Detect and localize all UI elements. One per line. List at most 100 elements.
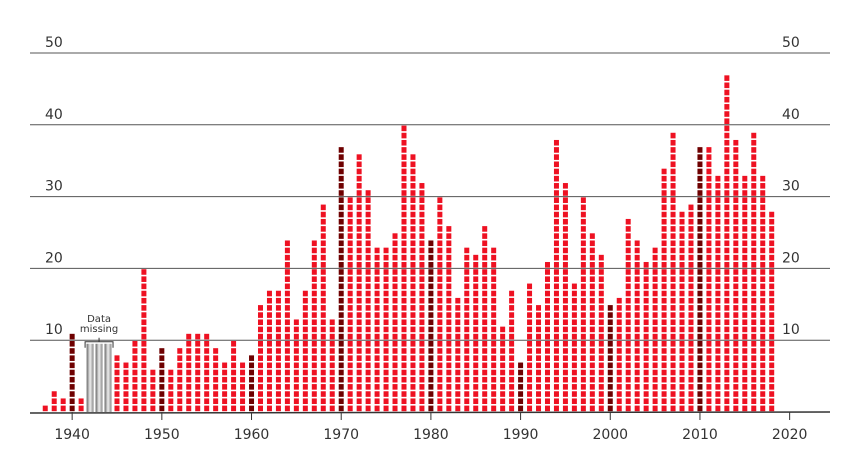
square	[491, 262, 497, 268]
square	[652, 391, 658, 397]
square	[455, 341, 461, 347]
square	[141, 269, 147, 275]
square	[661, 369, 667, 376]
square	[580, 348, 586, 354]
y-tick-label: 20	[45, 250, 63, 266]
square	[724, 183, 730, 189]
square	[266, 369, 272, 376]
square	[401, 297, 407, 304]
year-column	[598, 254, 604, 412]
square	[697, 384, 703, 390]
square	[589, 369, 595, 376]
square	[742, 218, 748, 225]
square	[437, 233, 443, 239]
square	[661, 183, 667, 189]
x-tick-label: 1940	[54, 427, 90, 443]
square	[329, 384, 335, 390]
square	[580, 204, 586, 211]
square	[553, 305, 559, 311]
square	[186, 333, 192, 340]
square	[419, 262, 425, 268]
square	[697, 290, 703, 297]
square	[464, 326, 470, 333]
square	[401, 276, 407, 282]
square	[114, 376, 120, 383]
square	[527, 319, 533, 326]
square	[688, 226, 694, 232]
square	[571, 319, 577, 326]
year-column	[284, 240, 290, 412]
square	[634, 254, 640, 261]
square	[347, 290, 353, 297]
square	[231, 348, 237, 354]
square	[464, 247, 470, 254]
square	[320, 297, 326, 304]
square	[419, 333, 425, 340]
square	[257, 348, 263, 354]
square	[562, 254, 568, 261]
square	[320, 290, 326, 297]
square	[697, 161, 703, 168]
square	[347, 312, 353, 318]
square	[652, 341, 658, 347]
square	[311, 355, 317, 361]
square	[320, 391, 326, 397]
x-tick-label: 2020	[772, 427, 808, 443]
square	[724, 319, 730, 326]
square	[257, 333, 263, 340]
square	[392, 247, 398, 254]
square	[688, 333, 694, 340]
square	[177, 376, 183, 383]
square	[338, 161, 344, 168]
square	[679, 398, 685, 405]
square	[715, 276, 721, 282]
square	[527, 283, 533, 290]
square	[383, 398, 389, 405]
square	[715, 355, 721, 361]
square	[527, 398, 533, 405]
square	[643, 341, 649, 347]
square	[195, 341, 201, 347]
square	[392, 290, 398, 297]
square	[643, 326, 649, 333]
square	[751, 197, 757, 203]
square	[553, 333, 559, 340]
square	[607, 391, 613, 397]
square	[553, 175, 559, 182]
square	[769, 211, 775, 218]
square	[266, 305, 272, 311]
square	[697, 204, 703, 211]
square	[500, 376, 506, 383]
square	[598, 405, 604, 412]
square	[293, 341, 299, 347]
square	[751, 262, 757, 268]
square	[482, 384, 488, 390]
square	[446, 226, 452, 232]
square	[437, 391, 443, 397]
square	[670, 168, 676, 175]
square	[69, 405, 75, 412]
square	[562, 348, 568, 354]
square	[688, 218, 694, 225]
square	[195, 384, 201, 390]
square	[410, 376, 416, 383]
square	[419, 276, 425, 282]
square	[338, 183, 344, 189]
square	[509, 369, 515, 376]
square	[580, 226, 586, 232]
square	[464, 262, 470, 268]
square	[419, 348, 425, 354]
square	[589, 348, 595, 354]
square	[428, 341, 434, 347]
square	[733, 398, 739, 405]
square	[311, 348, 317, 354]
square	[275, 312, 281, 318]
square	[437, 218, 443, 225]
square	[670, 376, 676, 383]
square	[571, 355, 577, 361]
square	[634, 297, 640, 304]
square	[670, 405, 676, 412]
square	[724, 254, 730, 261]
square	[320, 348, 326, 354]
x-tick-label: 2000	[592, 427, 628, 443]
